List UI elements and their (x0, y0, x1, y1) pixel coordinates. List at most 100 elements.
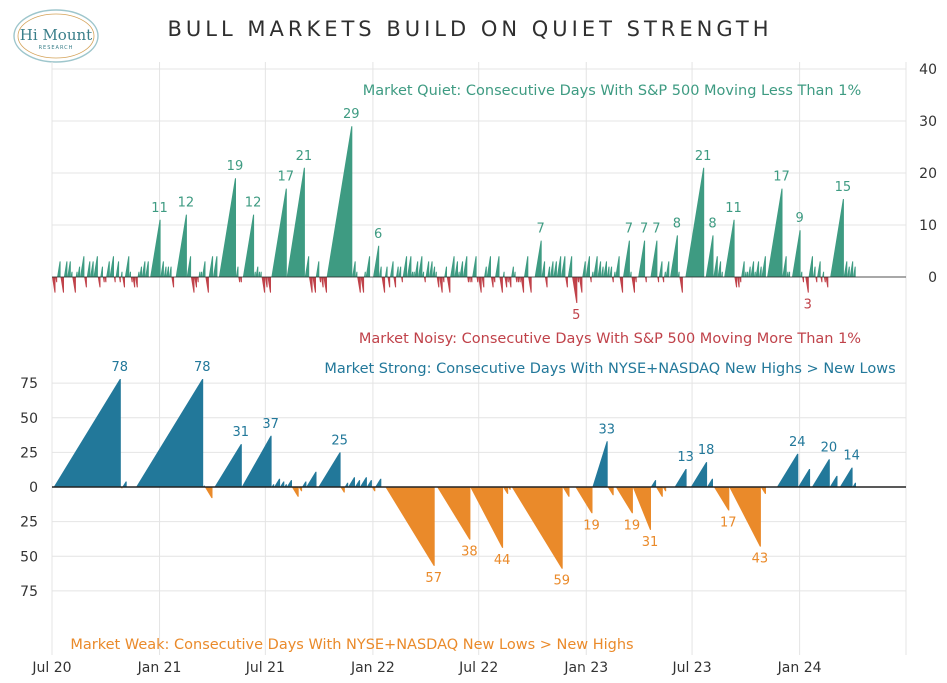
quiet-run-bar (77, 266, 81, 277)
quiet-run-bar (412, 271, 415, 277)
quiet-data-label: 12 (178, 196, 195, 211)
weak-run-bar (470, 487, 504, 548)
bottom-y-tick-label: 25 (20, 515, 38, 531)
noisy-run-bar (97, 277, 101, 288)
noisy-run-bar (815, 277, 818, 283)
weak-run-bar (713, 487, 730, 511)
noisy-run-bar (507, 277, 509, 283)
noisy-run-bar (312, 277, 316, 293)
quiet-run-bar (454, 261, 458, 277)
quiet-data-label: 9 (795, 211, 803, 226)
quiet-run-bar (242, 214, 255, 277)
noisy-run-bar (504, 277, 508, 288)
quiet-run-bar (86, 261, 91, 277)
weak-data-label: 44 (494, 553, 511, 568)
noisy-run-bar (481, 277, 485, 288)
weak-run-bar (298, 487, 303, 492)
series-label-strong: Market Strong: Consecutive Days With NYS… (324, 361, 895, 377)
noisy-run-bar (113, 277, 116, 283)
noisy-run-bar (264, 277, 268, 288)
quiet-run-bar (444, 266, 447, 277)
quiet-run-bar (591, 271, 594, 277)
noisy-run-bar (52, 277, 56, 293)
strong-data-label: 31 (233, 425, 250, 440)
noisy-run-bar (577, 277, 579, 283)
noisy-run-bar (470, 277, 473, 283)
quiet-run-bar (186, 256, 192, 277)
strong-run-bar (359, 477, 367, 487)
weak-run-bar (437, 487, 471, 540)
quiet-run-bar (457, 271, 460, 277)
noisy-run-bar (319, 277, 321, 283)
strong-run-bar (375, 478, 382, 487)
strong-run-bar (592, 441, 608, 487)
strong-data-label: 14 (843, 449, 860, 464)
noisy-run-bar (84, 277, 87, 288)
noisy-run-bar (60, 277, 64, 293)
quiet-run-bar (145, 261, 149, 277)
noisy-run-bar (499, 277, 503, 293)
noisy-run-bar (171, 277, 175, 288)
quiet-run-bar (822, 271, 825, 277)
quiet-run-bar (534, 240, 542, 277)
noisy-run-bar (205, 277, 209, 293)
weak-run-bar (371, 487, 376, 492)
strong-data-label: 25 (331, 433, 348, 448)
quiet-run-bar (748, 266, 751, 277)
noisy-run-bar (572, 277, 578, 303)
quiet-run-bar (502, 271, 505, 277)
quiet-run-bar (129, 271, 131, 277)
quiet-run-bar (741, 261, 745, 277)
quiet-run-bar (800, 271, 803, 277)
weak-data-label: 19 (624, 518, 641, 533)
strong-run-bar (344, 482, 349, 487)
quiet-data-label: 7 (537, 222, 545, 237)
quiet-run-bar (414, 261, 419, 277)
weak-run-bar (662, 487, 667, 492)
quiet-run-bar (63, 261, 68, 277)
x-tick-label: Jul 21 (245, 660, 285, 676)
strong-run-bar (706, 478, 713, 487)
strong-run-bar (690, 462, 708, 487)
quiet-run-bar (462, 256, 468, 277)
noisy-run-bar (446, 277, 451, 293)
quiet-run-bar (432, 266, 436, 277)
quiet-run-bar (812, 266, 816, 277)
quiet-run-bar (398, 266, 402, 277)
quiet-run-bar (160, 261, 164, 277)
noisy-run-bar (476, 277, 479, 283)
quiet-data-label: 12 (245, 196, 262, 211)
strong-data-label: 13 (677, 450, 694, 465)
strong-run-bar (122, 481, 127, 487)
noisy-run-bar (544, 277, 548, 288)
quiet-run-bar (253, 271, 256, 277)
quiet-run-bar (755, 261, 760, 277)
x-tick-label: Jan 22 (350, 660, 395, 676)
quiet-run-bar (352, 261, 356, 277)
noisy-data-label: 3 (804, 298, 812, 313)
quiet-run-bar (849, 261, 854, 277)
quiet-run-bar (422, 271, 425, 277)
strong-run-bar (798, 469, 811, 487)
quiet-run-bar (484, 266, 487, 277)
noisy-run-bar (517, 277, 519, 283)
noisy-run-bar (72, 277, 76, 293)
noisy-run-bar (679, 277, 683, 293)
noisy-run-bar (55, 277, 58, 283)
weak-run-bar (632, 487, 651, 530)
quiet-run-bar (817, 261, 821, 277)
quiet-run-bar (109, 256, 114, 277)
quiet-run-bar (120, 271, 123, 277)
quiet-run-bar (150, 219, 161, 277)
quiet-data-label: 7 (640, 222, 648, 237)
quiet-run-bar (57, 261, 61, 277)
quiet-run-bar (90, 261, 94, 277)
noisy-run-bar (478, 277, 482, 293)
noisy-run-bar (381, 277, 386, 293)
grid (51, 62, 907, 655)
quiet-run-bar (767, 188, 783, 277)
top-y-tick-label: 30 (919, 114, 937, 130)
x-tick-label: Jul 20 (31, 660, 71, 676)
strong-run-bar (279, 481, 285, 487)
